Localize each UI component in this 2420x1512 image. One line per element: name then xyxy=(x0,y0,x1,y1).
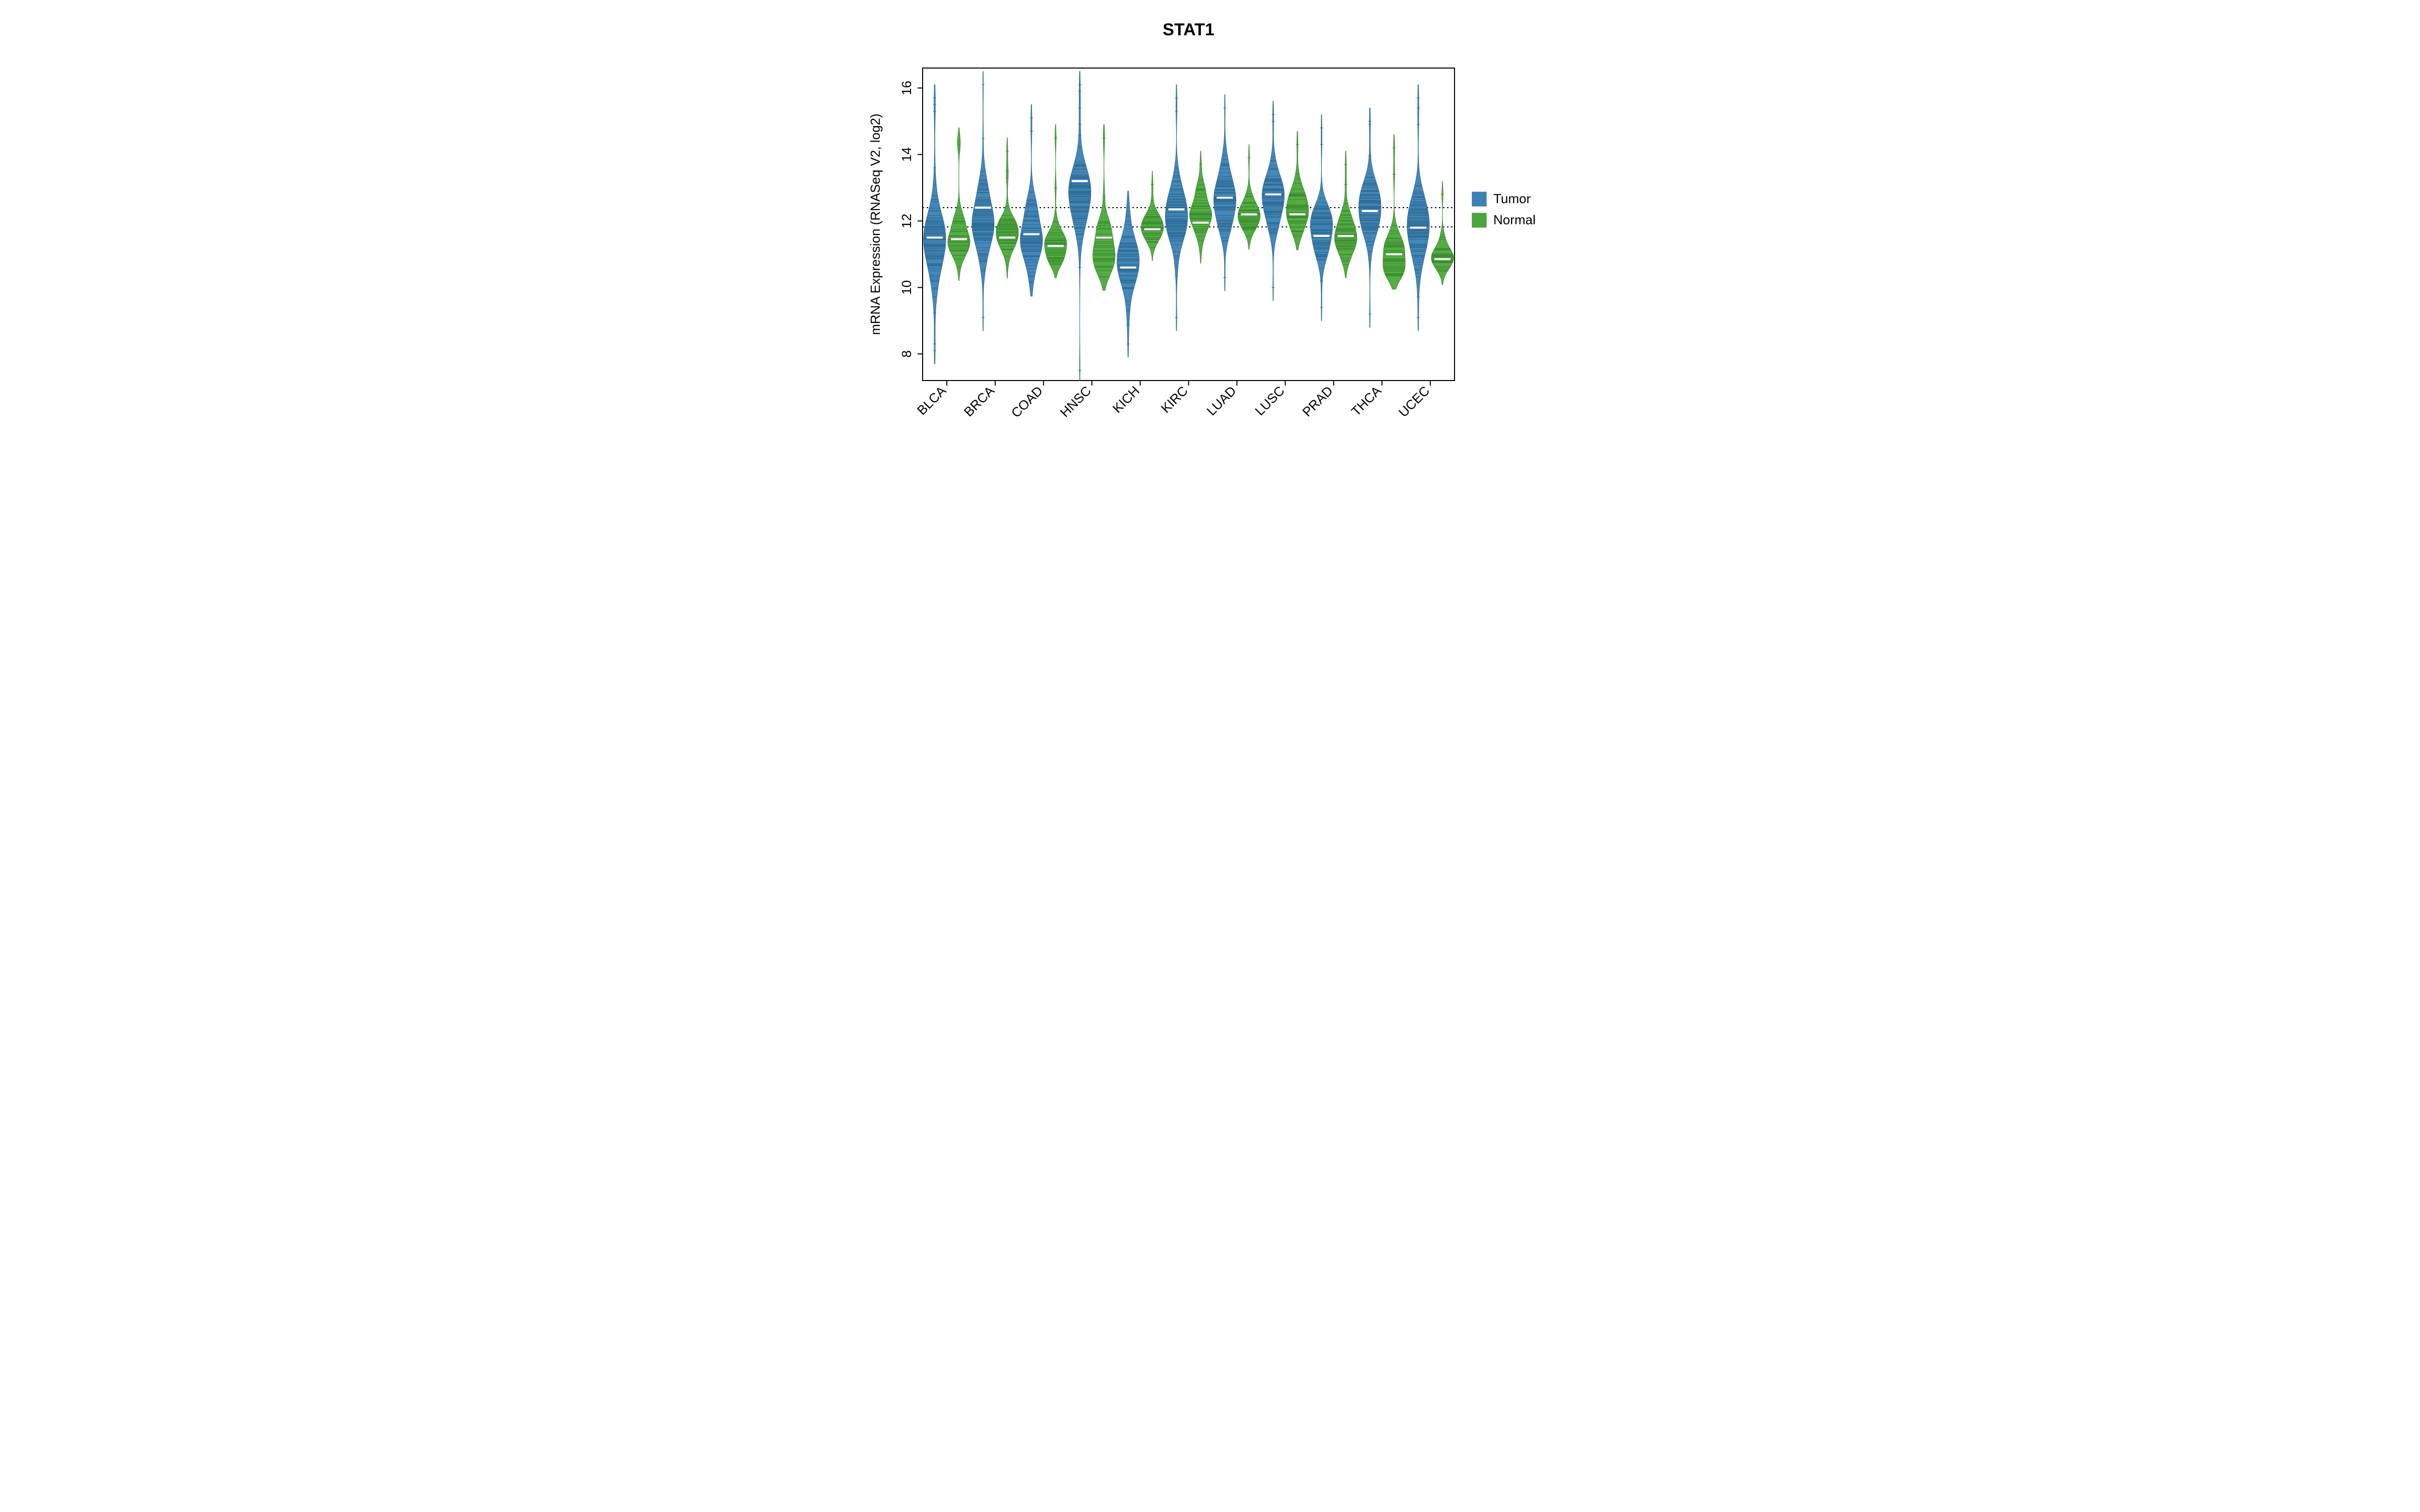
y-tick-label: 10 xyxy=(899,280,914,295)
legend-label: Tumor xyxy=(1493,191,1531,206)
chart-container: STAT1 8 10 12 14 16 mRNA Expression (RNASeq V2… xyxy=(832,0,1588,473)
legend-swatch xyxy=(1472,213,1486,227)
legend-swatch xyxy=(1472,192,1486,206)
y-tick-label: 16 xyxy=(899,81,914,95)
y-tick-label: 14 xyxy=(899,147,914,162)
y-tick-label: 12 xyxy=(899,214,914,228)
y-axis-label: mRNA Expression (RNASeq V2, log2) xyxy=(868,113,883,335)
legend-label: Normal xyxy=(1493,212,1536,227)
chart-title: STAT1 xyxy=(1163,20,1215,39)
beanplot-chart: STAT1 8 10 12 14 16 mRNA Expression (RNASeq V2… xyxy=(832,0,1588,473)
y-tick-label: 8 xyxy=(899,350,914,357)
